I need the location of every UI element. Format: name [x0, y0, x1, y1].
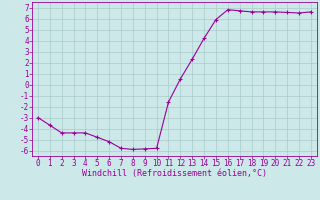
- X-axis label: Windchill (Refroidissement éolien,°C): Windchill (Refroidissement éolien,°C): [82, 169, 267, 178]
